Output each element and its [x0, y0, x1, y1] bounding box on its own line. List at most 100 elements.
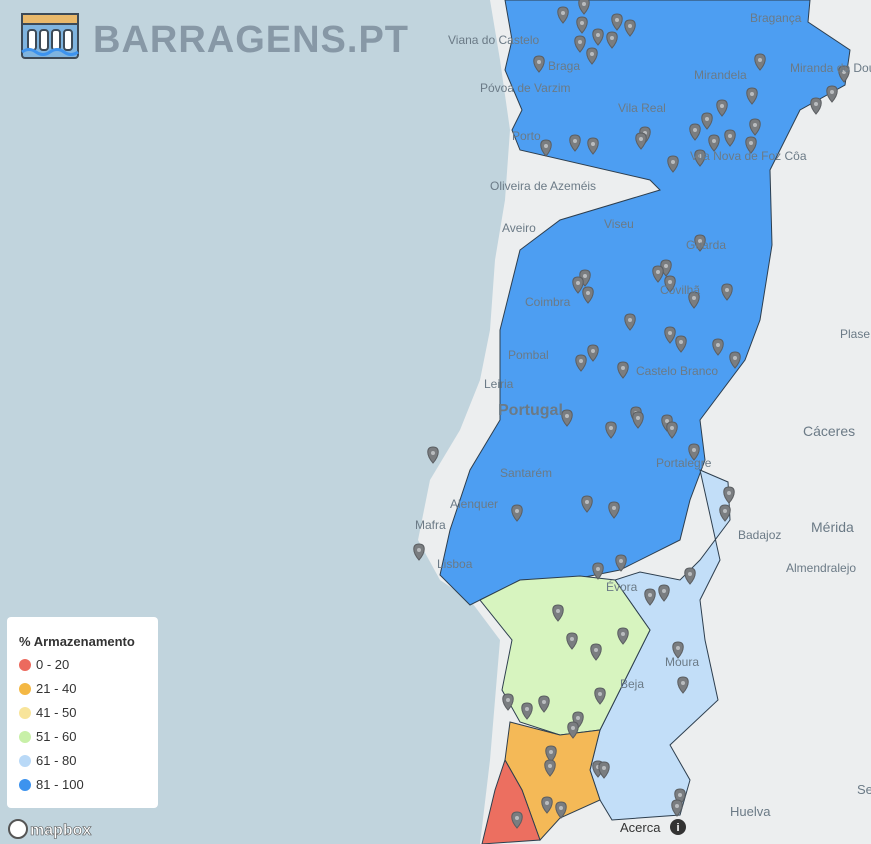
- place-label: Portalegre: [656, 456, 712, 470]
- legend-label: 41 - 50: [36, 705, 76, 720]
- reservoir-pin-dot: [594, 648, 598, 652]
- place-label: Beja: [620, 677, 644, 691]
- place-label: Vila Real: [618, 101, 666, 115]
- attribution[interactable]: mapbox: [30, 822, 92, 840]
- place-label: Plase: [840, 327, 870, 341]
- reservoir-pin-dot: [628, 318, 632, 322]
- reservoir-pin-dot: [417, 548, 421, 552]
- reservoir-pin-dot: [586, 291, 590, 295]
- legend: % Armazenamento 0 - 20 21 - 40 41 - 50 51 -…: [7, 617, 158, 808]
- reservoir-pin-dot: [559, 806, 563, 810]
- legend-label: 0 - 20: [36, 657, 69, 672]
- legend-label: 51 - 60: [36, 729, 76, 744]
- place-label: Mafra: [415, 518, 446, 532]
- legend-swatch: [19, 731, 31, 743]
- place-label: Mirandela: [694, 68, 747, 82]
- reservoir-pin-dot: [612, 506, 616, 510]
- place-label: Viseu: [604, 217, 634, 231]
- place-label: Bragança: [750, 11, 802, 25]
- reservoir-pin-dot: [665, 419, 669, 423]
- place-label: Mérida: [811, 519, 854, 535]
- reservoir-pin-dot: [591, 349, 595, 353]
- reservoir-pin-dot: [712, 139, 716, 143]
- reservoir-pin-dot: [598, 692, 602, 696]
- about-link[interactable]: Acerca: [620, 820, 661, 835]
- reservoir-pin-dot: [720, 104, 724, 108]
- reservoir-pin-dot: [545, 801, 549, 805]
- reservoir-pin-dot: [679, 340, 683, 344]
- reservoir-pin-dot: [583, 274, 587, 278]
- reservoir-pin-dot: [578, 40, 582, 44]
- reservoir-pin-dot: [596, 567, 600, 571]
- place-labels: Viana do Castelo Braga Bragança Mirandel…: [415, 11, 871, 819]
- reservoir-pin-dot: [728, 134, 732, 138]
- pins: [413, 0, 850, 829]
- reservoir-pin-dot: [542, 700, 546, 704]
- reservoir-pin-dot: [842, 70, 846, 74]
- reservoir-pin-dot: [692, 296, 696, 300]
- reservoir-pin-dot: [705, 117, 709, 121]
- reservoir-pin-dot: [727, 491, 731, 495]
- legend-swatch: [19, 683, 31, 695]
- place-label: Pombal: [508, 348, 549, 362]
- reservoir-pin-dot: [556, 609, 560, 613]
- place-label: Guarda: [686, 238, 726, 252]
- reservoir-pin-dot: [544, 144, 548, 148]
- reservoir-pin-dot: [723, 509, 727, 513]
- mapbox-logo[interactable]: mapbox: [8, 819, 92, 840]
- legend-swatch: [19, 755, 31, 767]
- place-label: Viana do Castelo: [448, 33, 540, 47]
- reservoir-pin-dot: [537, 60, 541, 64]
- place-label: Almendralejo: [786, 561, 856, 575]
- reservoir-pin-dot: [576, 281, 580, 285]
- reservoir-pin-dot: [431, 451, 435, 455]
- legend-swatch: [19, 659, 31, 671]
- reservoir-pin-dot: [573, 139, 577, 143]
- reservoir-pin-dot: [830, 90, 834, 94]
- reservoir-pin-dot: [579, 359, 583, 363]
- place-label: Badajoz: [738, 528, 781, 542]
- reservoir-pin-dot: [615, 18, 619, 22]
- info-icon[interactable]: [670, 819, 686, 835]
- reservoir-pin-dot: [590, 52, 594, 56]
- reservoir-pin-dot: [698, 239, 702, 243]
- place-label: Coimbra: [525, 295, 571, 309]
- legend-box: [7, 617, 158, 808]
- reservoir-pin-dot: [571, 726, 575, 730]
- reservoir-pin-dot: [561, 11, 565, 15]
- reservoir-pin-dot: [621, 366, 625, 370]
- reservoir-pin-dot: [676, 646, 680, 650]
- place-label: Moura: [665, 655, 699, 669]
- reservoir-pin-dot: [668, 280, 672, 284]
- place-label: Braga: [548, 59, 580, 73]
- reservoir-pin-dot: [753, 123, 757, 127]
- place-label: Covilhã: [660, 283, 700, 297]
- region-51-60: [479, 575, 651, 736]
- reservoir-pin-dot: [668, 331, 672, 335]
- place-label: Leiria: [484, 377, 514, 391]
- legend-label: 81 - 100: [36, 777, 84, 792]
- reservoir-pin-dot: [814, 102, 818, 106]
- reservoir-pin-dot: [664, 264, 668, 268]
- place-label: Alenquer: [450, 497, 498, 511]
- info-icon-glyph: i: [676, 822, 679, 834]
- reservoir-pin-dot: [506, 698, 510, 702]
- place-label: Castelo Branco: [636, 364, 718, 378]
- place-label: Porto: [512, 129, 541, 143]
- reservoir-pin-dot: [693, 128, 697, 132]
- reservoir-pin-dot: [565, 414, 569, 418]
- reservoir-pin-dot: [610, 36, 614, 40]
- reservoir-pin-dot: [698, 154, 702, 158]
- place-label: Évora: [606, 579, 638, 594]
- reservoir-pin-dot: [733, 356, 737, 360]
- reservoir-pin-dot: [758, 58, 762, 62]
- place-label: Póvoa de Varzim: [480, 81, 571, 95]
- place-label: Aveiro: [502, 221, 536, 235]
- reservoir-pin-dot: [636, 416, 640, 420]
- place-label: Cáceres: [803, 423, 855, 439]
- reservoir-pin-dot: [548, 764, 552, 768]
- reservoir-pin-dot: [725, 288, 729, 292]
- place-label: Oliveira de Azeméis: [490, 179, 596, 193]
- reservoir-pin-dot: [716, 343, 720, 347]
- legend-items: 0 - 20 21 - 40 41 - 50 51 - 60 61 - 80 81 - 1…: [19, 657, 84, 792]
